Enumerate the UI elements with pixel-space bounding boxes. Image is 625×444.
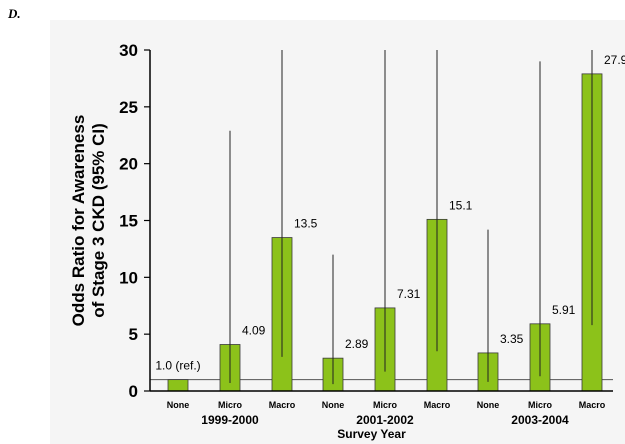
bars-layer [167, 50, 603, 392]
data-label: 2.89 [345, 337, 369, 351]
data-label: 4.09 [242, 324, 266, 338]
x-category-label: None [167, 400, 190, 410]
data-label: 15.1 [449, 198, 473, 212]
y-tick-label: 10 [119, 268, 138, 287]
y-tick-label: 25 [119, 98, 138, 117]
data-label: 1.0 (ref.) [155, 359, 200, 373]
labels-layer: 0 5 10 15 20 25 30 Odds Ratio for Awareness of S… [69, 41, 625, 441]
x-category-label: Macro [269, 400, 296, 410]
x-category-label: Macro [424, 400, 451, 410]
y-axis-label: of Stage 3 CKD (95% CI) [89, 123, 108, 318]
bar [167, 379, 189, 392]
data-label: 5.91 [552, 303, 576, 317]
x-category-label: Macro [579, 400, 606, 410]
x-category-label: None [322, 400, 345, 410]
x-group-label: 2001-2002 [356, 413, 414, 427]
panel-label: D. [8, 6, 21, 21]
x-group-label: 1999-2000 [201, 413, 259, 427]
x-category-label: Micro [373, 400, 398, 410]
data-label: 7.31 [397, 287, 421, 301]
y-axis-label: Odds Ratio for Awareness [69, 115, 88, 327]
x-axis-label: Survey Year [337, 427, 406, 441]
axes-layer [144, 49, 613, 392]
x-category-label: Micro [528, 400, 553, 410]
y-tick-label: 5 [129, 325, 138, 344]
y-tick-label: 20 [119, 155, 138, 174]
data-label: 27.9 [604, 53, 625, 67]
y-tick-label: 15 [119, 212, 138, 231]
x-group-label: 2003-2004 [511, 413, 569, 427]
x-category-label: None [477, 400, 500, 410]
y-tick-label: 30 [119, 41, 138, 60]
x-category-label: Micro [218, 400, 243, 410]
data-label: 13.5 [294, 217, 318, 231]
y-tick-label: 0 [129, 382, 138, 401]
data-label: 3.35 [500, 332, 524, 346]
